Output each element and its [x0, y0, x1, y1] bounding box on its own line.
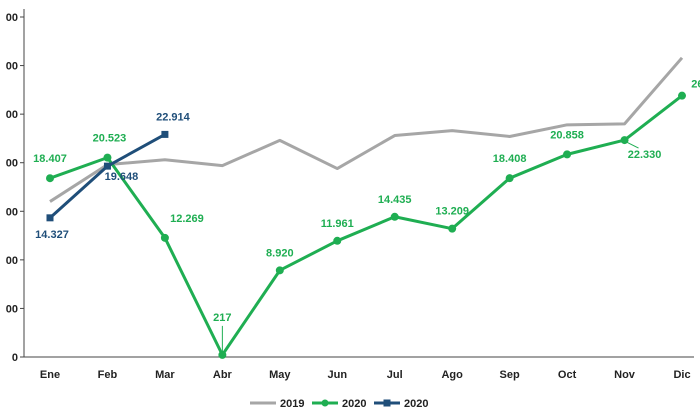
series-point	[46, 174, 54, 183]
y-tick-label: 00	[6, 109, 18, 121]
series-point	[160, 233, 169, 242]
legend-label: 2019	[280, 398, 304, 410]
data-label: 12.269	[170, 213, 204, 225]
legend-label: 2020	[404, 398, 428, 410]
chart-axes	[23, 9, 694, 358]
x-tick-label: Mar	[155, 369, 175, 381]
data-label: 20.523	[93, 133, 127, 145]
series-point	[103, 162, 111, 170]
y-tick-label: 0	[12, 352, 18, 364]
series-point	[46, 214, 54, 222]
x-tick-label: Dic	[673, 369, 690, 381]
y-tick-label: 00	[6, 158, 18, 170]
series-line-0	[49, 56, 684, 203]
series-point	[678, 91, 686, 100]
y-tick-label: 00	[6, 303, 18, 315]
y-tick-label: 00	[6, 206, 18, 218]
x-axis-ticks: Ene Feb Mar Abr May Jun Jul Ago Sep Oct Nov Dic	[40, 369, 691, 381]
x-tick-label: May	[269, 369, 291, 381]
legend-marker	[383, 399, 391, 407]
series-point	[448, 224, 457, 233]
x-tick-label: Ago	[441, 369, 463, 381]
data-label: 18.408	[493, 153, 527, 165]
series-point	[390, 212, 399, 221]
x-tick-label: Jul	[387, 369, 403, 381]
data-label: 19.648	[105, 171, 139, 183]
legend-marker	[321, 399, 329, 407]
x-tick-label: Nov	[614, 369, 636, 381]
x-tick-label: Feb	[98, 369, 118, 381]
series-point	[218, 350, 227, 359]
y-tick-label: 00	[6, 12, 18, 24]
series-line-1	[49, 94, 683, 357]
data-label: 18.407	[33, 153, 67, 165]
data-label-leader	[626, 141, 639, 149]
data-label: 8.920	[266, 247, 294, 259]
data-label: 22.914	[156, 111, 191, 123]
data-label: 217	[213, 312, 231, 324]
data-label: 26.9	[691, 79, 700, 91]
data-label: 11.961	[321, 218, 354, 230]
series-point	[275, 266, 284, 275]
series-point	[103, 153, 112, 162]
chart-series	[46, 56, 686, 359]
x-tick-label: Jun	[327, 369, 347, 381]
legend-label: 2020	[342, 398, 366, 410]
x-tick-label: Ene	[40, 369, 60, 381]
data-label: 13.209	[435, 206, 469, 218]
x-tick-label: Sep	[500, 369, 520, 381]
data-label: 22.330	[628, 149, 662, 161]
x-tick-label: Oct	[558, 369, 577, 381]
y-tick-label: 00	[6, 61, 18, 73]
data-label: 20.858	[550, 129, 584, 141]
data-label: 14.435	[378, 194, 412, 206]
x-tick-label: Abr	[213, 369, 233, 381]
data-labels: 18.407 20.523 12.269 217 8.920 11.961 14.435 13…	[33, 79, 700, 352]
chart-legend: 2019 2020 2020	[250, 398, 428, 410]
series-point	[563, 150, 572, 159]
series-point	[333, 236, 342, 245]
series-point	[161, 130, 169, 138]
y-tick-label: 00	[6, 255, 18, 267]
data-label: 14.327	[35, 229, 69, 241]
series-point	[505, 174, 514, 183]
